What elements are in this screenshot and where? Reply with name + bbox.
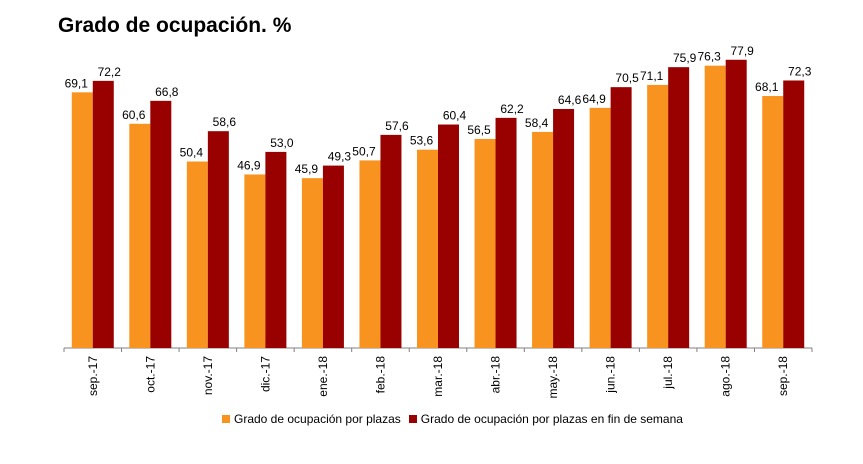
bar-fin-semana [783,80,805,349]
data-label: 49,3 [328,150,352,164]
bar-plazas [762,96,784,348]
data-label: 53,6 [410,134,434,148]
x-tick-label: feb.-18 [373,356,387,394]
legend: Grado de ocupación por plazas Grado de o… [222,412,691,426]
bar-fin-semana [265,151,287,348]
bar-fin-semana [92,80,114,349]
bar-plazas [474,138,496,348]
data-label: 66,8 [155,85,179,99]
bar-plazas [589,107,611,349]
bar-plazas [359,160,381,348]
legend-swatch-plazas [222,415,230,423]
bar-fin-semana [610,87,632,349]
bar-fin-semana [322,165,344,348]
x-tick-label: sep.-18 [776,356,790,396]
x-tick-label: dic.-17 [258,356,272,392]
legend-item-fin-semana: Grado de ocupación por plazas en fin de … [408,412,683,426]
bar-fin-semana [725,59,747,349]
bar-plazas [704,65,726,348]
x-tick-label: nov.-17 [201,356,215,395]
bar-plazas [647,84,669,349]
data-label: 50,7 [352,144,376,158]
bar-fin-semana [380,134,402,348]
data-label: 62,2 [500,102,524,116]
data-label: 57,6 [385,119,409,133]
bar-plazas [71,92,93,348]
data-label: 64,6 [558,93,582,107]
data-label: 69,1 [65,76,89,90]
bar-fin-semana [438,124,459,349]
data-label: 75,9 [673,51,697,65]
data-label: 53,0 [270,136,294,150]
x-tick-label: oct.-17 [143,356,157,393]
bar-fin-semana [668,67,690,349]
data-label: 58,6 [213,115,237,129]
data-label: 72,2 [98,65,122,79]
bar-plazas [532,131,554,348]
bar-plazas [301,178,323,348]
x-tick-label: ene.-18 [316,356,330,397]
bar-plazas [186,161,208,348]
bar-fin-semana [553,108,575,348]
data-label: 60,4 [443,109,467,123]
data-label: 76,3 [698,50,722,64]
data-label: 68,1 [755,80,779,94]
legend-item-plazas: Grado de ocupación por plazas [222,412,401,426]
bar-plazas [244,174,266,348]
bar-fin-semana [150,100,172,348]
bar-fin-semana [495,117,517,348]
bar-plazas [417,149,438,348]
bar-plazas [129,123,151,348]
x-tick-label: jul.-18 [661,356,675,390]
data-label: 46,9 [237,158,261,172]
legend-swatch-fin-semana [408,415,417,423]
chart-title: Grado de ocupación. % [58,14,292,37]
legend-label-fin-semana: Grado de ocupación por plazas en fin de … [420,412,683,426]
x-tick-label: jun.-18 [604,356,618,394]
x-tick-label: mar.-18 [431,356,445,397]
data-label: 58,4 [525,116,549,130]
legend-label-plazas: Grado de ocupación por plazas [234,412,401,426]
x-tick-label: sep.-17 [86,356,100,396]
x-tick-label: abr.-18 [489,356,503,394]
bar-fin-semana [207,131,229,348]
data-label: 72,3 [788,64,812,78]
x-tick-label: ago.-18 [719,356,733,397]
data-label: 70,5 [615,71,639,85]
data-label: 45,9 [295,162,319,176]
data-label: 77,9 [731,44,755,58]
x-tick-label: may.-18 [546,356,560,399]
data-label: 71,1 [640,69,664,83]
data-label: 60,6 [122,108,146,122]
data-label: 64,9 [582,92,606,106]
data-label: 56,5 [467,123,491,137]
data-label: 50,4 [180,146,204,160]
